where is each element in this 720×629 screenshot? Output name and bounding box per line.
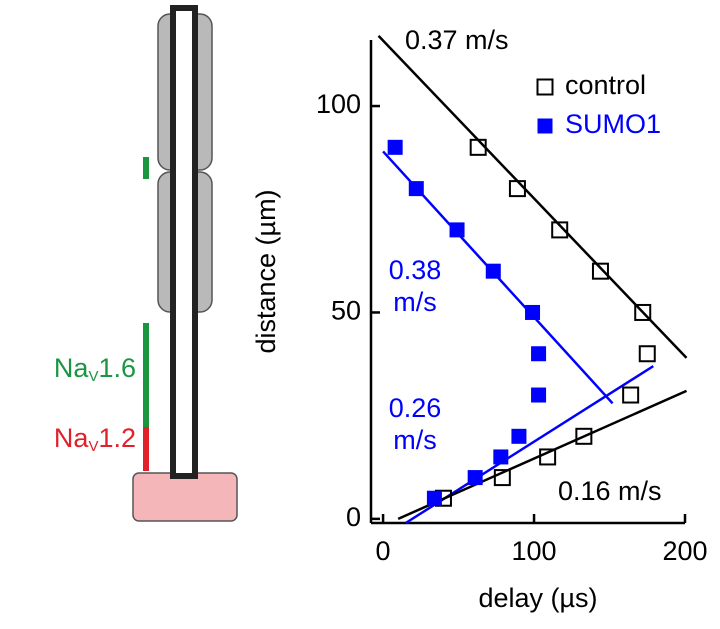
- point-open: [634, 303, 652, 321]
- channel-marker: [143, 157, 149, 179]
- fit-label: 0.16 m/s: [558, 476, 662, 506]
- point: [485, 263, 501, 279]
- channel-label: NaV1.6: [54, 353, 136, 385]
- point-open: [622, 386, 640, 404]
- point-open: [575, 427, 593, 445]
- y-tick-label: 100: [316, 89, 361, 119]
- point-open: [551, 221, 569, 239]
- fit-label: m/s: [393, 287, 437, 317]
- label-suffix: 1.6: [98, 353, 136, 383]
- point-open: [539, 448, 557, 466]
- legend-label: control: [565, 70, 646, 100]
- channel-marker: [143, 427, 149, 471]
- fit-line: [397, 389, 688, 521]
- label-suffix: 1.2: [98, 423, 136, 453]
- point: [493, 449, 509, 465]
- fit-label: m/s: [393, 425, 437, 455]
- label-base: Na: [54, 423, 89, 453]
- point: [387, 139, 403, 155]
- label-sub: V: [88, 438, 98, 455]
- point: [525, 304, 541, 320]
- y-tick-label: 50: [331, 296, 361, 326]
- legend-marker: [536, 78, 554, 96]
- point: [531, 346, 547, 362]
- y-axis-label: distance (µm): [251, 189, 281, 353]
- x-tick-label: 200: [662, 536, 707, 566]
- point-open: [493, 469, 511, 487]
- axon: [170, 5, 198, 479]
- point-open: [469, 138, 487, 156]
- label-sub: V: [88, 368, 98, 385]
- point-open: [508, 180, 526, 198]
- fit-label: 0.38: [389, 255, 442, 285]
- fit-label: 0.26: [389, 393, 442, 423]
- point: [426, 490, 442, 506]
- label-base: Na: [54, 353, 89, 383]
- channel-label: NaV1.2: [54, 423, 136, 455]
- fit-label: 0.37 m/s: [405, 25, 509, 55]
- y-tick-label: 0: [346, 502, 361, 532]
- x-axis-label: delay (µs): [478, 583, 597, 613]
- soma: [132, 472, 238, 522]
- point: [408, 181, 424, 197]
- point: [449, 222, 465, 238]
- point: [511, 428, 527, 444]
- x-tick-label: 0: [376, 536, 391, 566]
- axon-diagram: [132, 5, 238, 522]
- point-open: [591, 262, 609, 280]
- legend-marker: [537, 118, 553, 134]
- point-open: [638, 345, 656, 363]
- point: [531, 387, 547, 403]
- channel-marker: [143, 323, 149, 427]
- legend-label: SUMO1: [565, 109, 661, 139]
- point: [467, 470, 483, 486]
- x-tick-label: 100: [512, 536, 557, 566]
